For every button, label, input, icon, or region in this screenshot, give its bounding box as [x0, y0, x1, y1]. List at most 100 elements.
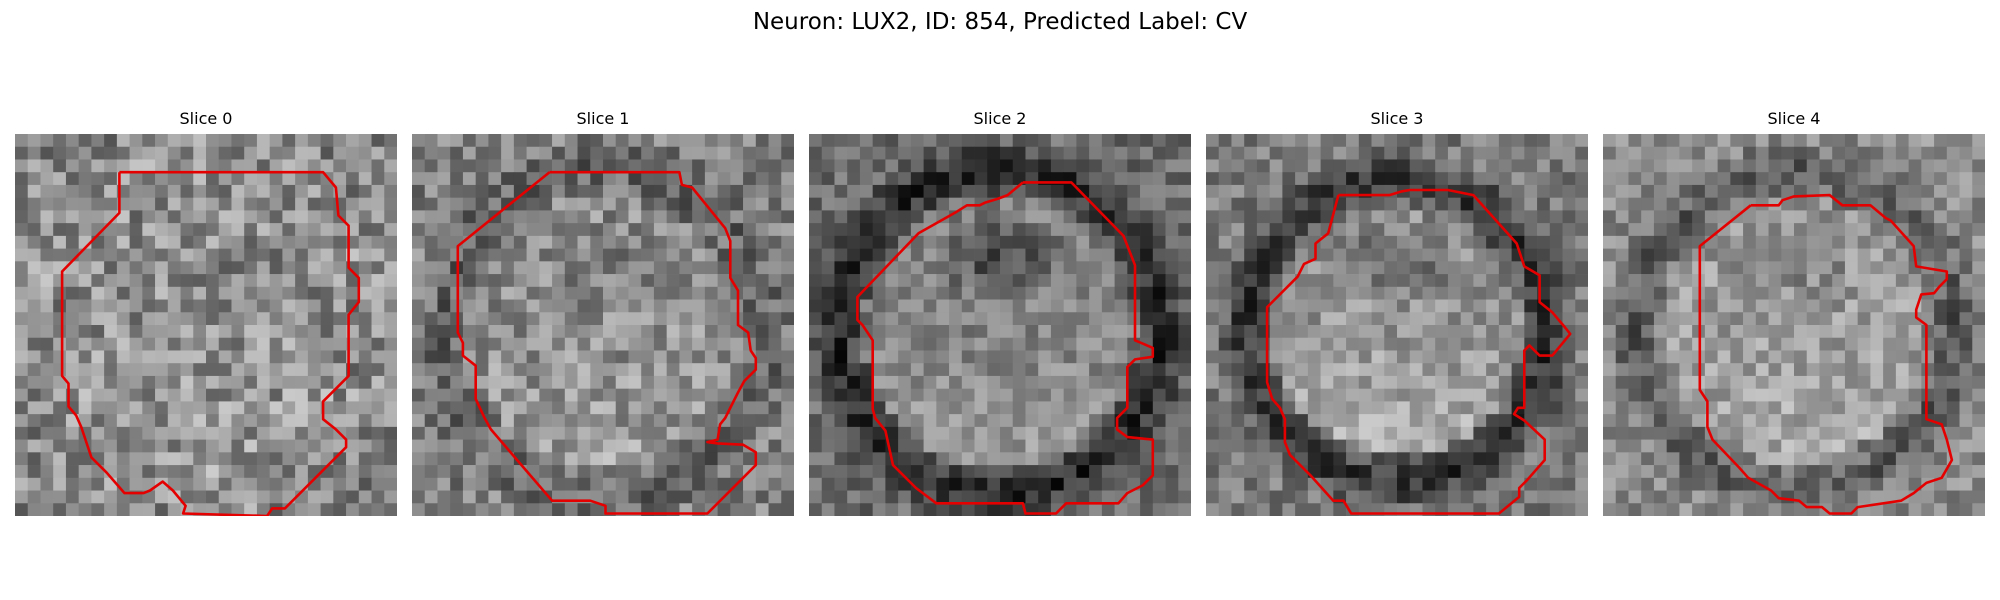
- image-pixel: [873, 338, 886, 351]
- image-pixel: [1231, 198, 1244, 211]
- image-pixel: [590, 414, 603, 427]
- image-pixel: [1654, 503, 1667, 516]
- image-pixel: [1089, 440, 1102, 453]
- image-pixel: [130, 478, 143, 491]
- image-pixel: [1000, 261, 1013, 274]
- image-pixel: [1295, 376, 1308, 389]
- image-pixel: [181, 452, 194, 465]
- image-pixel: [244, 338, 257, 351]
- image-pixel: [282, 312, 295, 325]
- image-pixel: [463, 159, 476, 172]
- image-pixel: [463, 210, 476, 223]
- image-pixel: [1628, 389, 1641, 402]
- image-pixel: [667, 325, 680, 338]
- image-pixel: [1667, 465, 1680, 478]
- image-pixel: [1153, 363, 1166, 376]
- image-pixel: [616, 325, 629, 338]
- image-pixel: [1076, 134, 1089, 147]
- image-pixel: [1372, 440, 1385, 453]
- image-pixel: [705, 452, 718, 465]
- image-pixel: [1870, 401, 1883, 414]
- image-pixel: [962, 300, 975, 313]
- image-pixel: [1628, 261, 1641, 274]
- image-pixel: [1972, 185, 1985, 198]
- image-pixel: [1346, 427, 1359, 440]
- image-pixel: [1410, 350, 1423, 363]
- image-pixel: [1153, 210, 1166, 223]
- image-pixel: [372, 147, 385, 160]
- image-pixel: [590, 198, 603, 211]
- image-pixel: [1499, 134, 1512, 147]
- image-pixel: [667, 401, 680, 414]
- image-pixel: [654, 325, 667, 338]
- image-pixel: [924, 134, 937, 147]
- image-pixel: [949, 452, 962, 465]
- image-pixel: [1051, 452, 1064, 465]
- image-pixel: [769, 147, 782, 160]
- image-pixel: [730, 185, 743, 198]
- image-pixel: [1140, 185, 1153, 198]
- image-pixel: [206, 274, 219, 287]
- image-pixel: [1486, 159, 1499, 172]
- image-pixel: [488, 312, 501, 325]
- image-pixel: [40, 389, 53, 402]
- image-pixel: [1641, 172, 1654, 185]
- image-pixel: [718, 503, 731, 516]
- image-pixel: [1486, 300, 1499, 313]
- image-pixel: [308, 274, 321, 287]
- image-pixel: [552, 274, 565, 287]
- image-pixel: [450, 478, 463, 491]
- slice-title: Slice 1: [412, 108, 794, 130]
- image-pixel: [1972, 465, 1985, 478]
- image-pixel: [1270, 325, 1283, 338]
- image-pixel: [15, 350, 28, 363]
- image-pixel: [1960, 503, 1973, 516]
- image-pixel: [911, 172, 924, 185]
- image-pixel: [193, 147, 206, 160]
- image-pixel: [1166, 389, 1179, 402]
- image-pixel: [155, 210, 168, 223]
- image-pixel: [1321, 198, 1334, 211]
- image-pixel: [270, 223, 283, 236]
- image-pixel: [1410, 274, 1423, 287]
- image-pixel: [1102, 312, 1115, 325]
- image-pixel: [1616, 172, 1629, 185]
- image-pixel: [975, 325, 988, 338]
- image-pixel: [1537, 414, 1550, 427]
- image-pixel: [1934, 389, 1947, 402]
- image-pixel: [104, 376, 117, 389]
- image-pixel: [1972, 261, 1985, 274]
- image-pixel: [1359, 350, 1372, 363]
- image-pixel: [1244, 249, 1257, 262]
- image-pixel: [384, 223, 397, 236]
- image-pixel: [1921, 210, 1934, 223]
- image-pixel: [15, 249, 28, 262]
- image-pixel: [1870, 427, 1883, 440]
- image-pixel: [1359, 300, 1372, 313]
- image-pixel: [781, 198, 794, 211]
- image-pixel: [1000, 401, 1013, 414]
- image-pixel: [847, 223, 860, 236]
- image-pixel: [565, 249, 578, 262]
- image-pixel: [231, 465, 244, 478]
- image-pixel: [1603, 440, 1616, 453]
- image-pixel: [1435, 440, 1448, 453]
- image-pixel: [142, 147, 155, 160]
- image-pixel: [1960, 249, 1973, 262]
- image-pixel: [1461, 236, 1474, 249]
- image-pixel: [1257, 414, 1270, 427]
- image-pixel: [975, 376, 988, 389]
- image-pixel: [295, 134, 308, 147]
- image-pixel: [1064, 414, 1077, 427]
- image-pixel: [743, 389, 756, 402]
- image-pixel: [15, 503, 28, 516]
- image-pixel: [1295, 363, 1308, 376]
- image-pixel: [987, 159, 1000, 172]
- image-pixel: [372, 325, 385, 338]
- image-pixel: [552, 134, 565, 147]
- image-pixel: [219, 478, 232, 491]
- image-pixel: [1960, 134, 1973, 147]
- image-pixel: [705, 300, 718, 313]
- image-pixel: [1025, 210, 1038, 223]
- image-pixel: [962, 376, 975, 389]
